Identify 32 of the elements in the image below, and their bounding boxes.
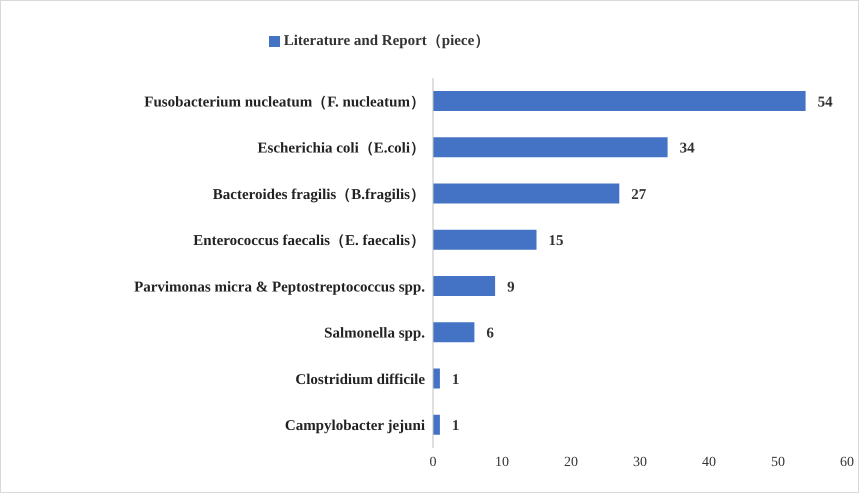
y-tick-label: Salmonella spp. bbox=[324, 326, 426, 342]
data-label: 34 bbox=[680, 140, 696, 157]
bar bbox=[433, 184, 620, 204]
y-tick-label: Bacteroides fragilis（B.fragilis） bbox=[212, 186, 425, 203]
bar bbox=[433, 322, 474, 342]
legend-label: Literature and Report（piece） bbox=[284, 33, 490, 49]
y-tick-label: Clostridium difficile bbox=[295, 372, 426, 388]
data-label: 6 bbox=[486, 326, 494, 342]
x-tick-label: 10 bbox=[495, 454, 509, 470]
bar bbox=[433, 91, 806, 111]
y-tick-label: Parvimonas micra & Peptostreptococcus spp. bbox=[134, 279, 426, 296]
bar bbox=[433, 414, 440, 435]
y-tick-label: Campylobacter jejuni bbox=[284, 418, 425, 434]
bar bbox=[433, 137, 668, 158]
x-tick-label: 40 bbox=[702, 454, 716, 470]
data-label: 9 bbox=[507, 279, 515, 296]
y-tick-label: Enterococcus faecalis（E. faecalis） bbox=[193, 233, 425, 250]
bar bbox=[433, 230, 536, 250]
y-tick-label: Fusobacterium nucleatum（F. nucleatum） bbox=[144, 94, 425, 110]
x-tick-label: 60 bbox=[840, 454, 854, 470]
bar bbox=[433, 368, 440, 388]
data-label: 27 bbox=[631, 186, 647, 203]
y-tick-label: Escherichia coli（E.coli） bbox=[258, 140, 425, 157]
x-tick-label: 0 bbox=[430, 454, 436, 470]
data-label: 54 bbox=[818, 94, 834, 110]
data-label: 15 bbox=[548, 233, 564, 250]
x-tick-label: 30 bbox=[633, 454, 647, 470]
x-tick-label: 50 bbox=[771, 454, 785, 470]
bar bbox=[433, 276, 496, 296]
data-label: 1 bbox=[452, 418, 460, 434]
data-label: 1 bbox=[452, 372, 460, 388]
x-tick-label: 20 bbox=[564, 454, 578, 470]
